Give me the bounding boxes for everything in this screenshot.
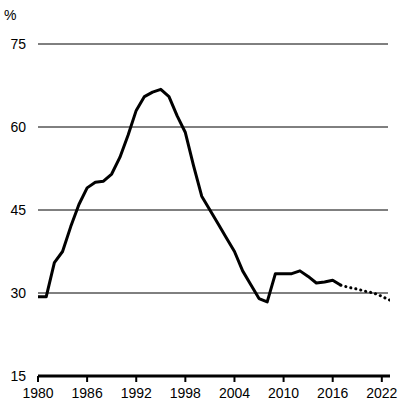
- y-tick-label: 60: [10, 119, 26, 135]
- x-tick-label: 1992: [121, 385, 152, 401]
- grid-line: [38, 44, 388, 45]
- x-tick-label: 1998: [170, 385, 201, 401]
- x-tick-label: 2004: [219, 385, 250, 401]
- chart: % 15 30 45 60 75 1980 1986 1992 1998 2004 2010 2016 2…: [0, 0, 418, 418]
- grid-line: [38, 127, 388, 128]
- x-tick: [283, 376, 285, 382]
- x-tick-label: 2022: [366, 385, 397, 401]
- y-tick-label: 75: [10, 36, 26, 52]
- y-label: %: [4, 7, 16, 23]
- grid-line: [38, 293, 388, 294]
- x-tick-label: 1980: [22, 385, 53, 401]
- x-tick: [332, 376, 334, 382]
- series-line: [38, 89, 341, 301]
- y-tick-label: 15: [10, 368, 26, 384]
- x-tick-label: 2010: [268, 385, 299, 401]
- x-tick-label: 1986: [72, 385, 103, 401]
- x-tick: [135, 376, 137, 382]
- y-tick-label: 30: [10, 285, 26, 301]
- x-tick: [184, 376, 186, 382]
- x-tick: [233, 376, 235, 382]
- x-axis: [38, 375, 390, 378]
- grid-line: [38, 210, 388, 211]
- x-tick: [86, 376, 88, 382]
- x-tick: [37, 376, 39, 382]
- series-group: [38, 89, 390, 301]
- x-tick-label: 2016: [317, 385, 348, 401]
- series-line: [341, 285, 390, 300]
- y-tick-label: 45: [10, 202, 26, 218]
- x-tick: [381, 376, 383, 382]
